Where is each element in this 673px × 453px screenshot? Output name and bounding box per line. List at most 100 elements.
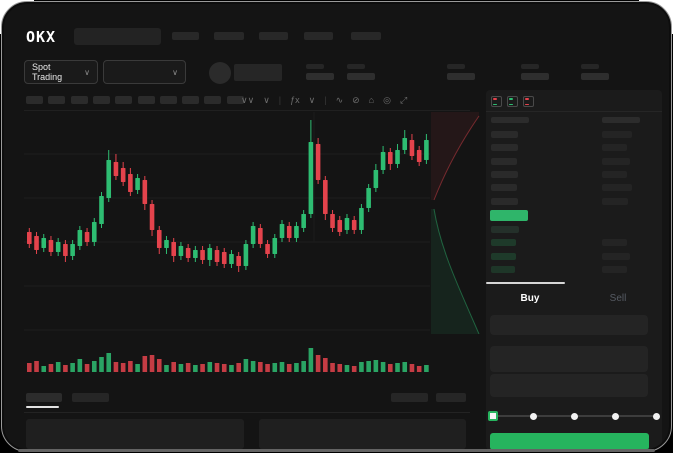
ask-size-placeholder[interactable] <box>602 131 632 138</box>
stat-value-placeholder <box>521 73 549 80</box>
tab-sell[interactable]: Sell <box>609 292 627 304</box>
orderbook-sell-view-icon[interactable] <box>523 96 534 107</box>
slider-stop-dot[interactable] <box>570 413 578 420</box>
divider: | <box>278 95 282 105</box>
stat-value-placeholder <box>306 73 334 80</box>
stat-value-placeholder <box>447 73 475 80</box>
bid-price-placeholder[interactable] <box>491 252 516 260</box>
pair-selector-dropdown[interactable]: ∨ <box>103 60 186 84</box>
timeframe-button[interactable] <box>115 96 133 104</box>
ask-size-placeholder[interactable] <box>602 144 627 152</box>
order-price-input[interactable] <box>490 315 648 335</box>
nav-item-placeholder[interactable] <box>214 32 244 40</box>
depth-chart <box>431 112 480 334</box>
timeframe-button[interactable] <box>182 96 200 104</box>
app-window: OKX Spot Trading ∨ ∨ ∨∨ ∨ | ƒx ∨ | ∿ ⊘ ⌂ ◎ ⤢ Buy S… <box>4 4 669 449</box>
nav-item-placeholder[interactable] <box>172 32 199 40</box>
bid-size-placeholder[interactable] <box>602 239 627 247</box>
chevron-down-icon: ∨ <box>84 67 90 77</box>
bid-size-placeholder[interactable] <box>602 252 630 260</box>
chevron-down-icon[interactable]: ∨ <box>308 94 316 105</box>
bid-price-placeholder[interactable] <box>491 265 515 273</box>
slider-stop-dot[interactable] <box>652 413 660 420</box>
ask-size-placeholder[interactable] <box>602 157 630 165</box>
ask-price-placeholder[interactable] <box>491 170 518 178</box>
ask-price-placeholder[interactable] <box>491 184 517 192</box>
bid-price-placeholder[interactable] <box>491 239 516 247</box>
divider: | <box>324 95 327 105</box>
stat-label-placeholder <box>581 64 599 69</box>
ask-price-placeholder[interactable] <box>491 197 518 205</box>
timeframe-button[interactable] <box>92 96 110 104</box>
slider-stop-dot[interactable] <box>611 413 619 420</box>
timeframe-button[interactable] <box>204 96 222 104</box>
stat-label-placeholder <box>306 64 324 69</box>
chevron-down-icon[interactable]: ∨ <box>263 94 270 105</box>
stat-value-placeholder <box>581 73 609 80</box>
nav-item-placeholder[interactable] <box>259 32 288 40</box>
slider-stop-dot[interactable] <box>529 413 537 420</box>
orderbook-header-placeholder <box>491 117 529 123</box>
order-total-input[interactable] <box>490 374 648 397</box>
orderbook-divider <box>486 111 662 112</box>
bid-size-placeholder[interactable] <box>602 265 627 273</box>
orderbook-header-placeholder <box>602 117 640 123</box>
timeframe-button[interactable] <box>159 96 177 104</box>
coin-avatar <box>209 62 231 84</box>
last-price-badge[interactable] <box>490 210 528 221</box>
bottom-tab[interactable] <box>72 393 109 402</box>
nav-item-placeholder[interactable] <box>351 32 381 40</box>
ask-size-placeholder[interactable] <box>602 170 627 178</box>
bottom-action[interactable] <box>391 393 428 402</box>
stat-value-placeholder <box>347 73 375 80</box>
timeframe-button[interactable] <box>226 96 244 104</box>
market-type-dropdown[interactable]: Spot Trading ∨ <box>24 60 98 84</box>
candlestick-chart[interactable] <box>24 112 430 336</box>
timeframe-button[interactable] <box>48 96 66 104</box>
pair-name-placeholder <box>234 64 282 81</box>
order-amount-input[interactable] <box>490 346 648 372</box>
search-input[interactable] <box>74 28 161 45</box>
timeframe-button[interactable] <box>137 96 155 104</box>
toolbar-divider <box>24 110 470 111</box>
history-panel <box>259 419 466 449</box>
ask-price-placeholder[interactable] <box>491 157 517 165</box>
bottom-tab-active[interactable] <box>26 393 62 402</box>
orderbook-split-view-icon[interactable] <box>491 96 502 107</box>
stat-label-placeholder <box>347 64 365 69</box>
orderbook-buy-view-icon[interactable] <box>507 96 518 107</box>
nav-item-placeholder[interactable] <box>304 32 333 40</box>
tab-buy[interactable]: Buy <box>520 292 540 304</box>
fullscreen-icon[interactable]: ⤢ <box>399 94 408 105</box>
compare-icon[interactable]: ⊘ <box>352 94 360 105</box>
chart-toolbar-icons: ∨∨ ∨ | ƒx ∨ | ∿ ⊘ ⌂ ◎ ⤢ <box>241 92 407 108</box>
stat-label-placeholder <box>521 64 539 69</box>
stat-label-placeholder <box>447 64 465 69</box>
timeframe-button[interactable] <box>70 96 88 104</box>
scrollbar[interactable] <box>486 282 565 284</box>
market-type-label: Spot Trading <box>32 62 63 82</box>
volume-chart <box>27 348 429 372</box>
active-tab-underline <box>26 406 59 408</box>
ask-size-placeholder[interactable] <box>602 184 632 192</box>
trade-tabs: Buy Sell <box>486 288 662 308</box>
line-tools-icon[interactable]: ∿ <box>335 94 344 105</box>
ask-price-placeholder[interactable] <box>491 131 518 138</box>
orderbook-panel: Buy Sell <box>486 90 662 449</box>
chevron-down-icon: ∨ <box>172 67 178 77</box>
bid-price-placeholder[interactable] <box>491 226 519 233</box>
bottom-action[interactable] <box>436 393 466 402</box>
okx-logo: OKX <box>26 28 57 46</box>
buy-submit-button[interactable] <box>490 433 649 449</box>
chart-type-icon[interactable]: ∨∨ <box>241 94 255 105</box>
indicators-icon[interactable]: ƒx <box>290 95 300 105</box>
orders-panel <box>26 419 244 449</box>
snapshot-icon[interactable]: ⌂ <box>368 95 375 105</box>
timeframe-button[interactable] <box>26 96 43 104</box>
bottom-divider <box>24 412 470 413</box>
ask-price-placeholder[interactable] <box>491 144 518 152</box>
settings-icon[interactable]: ◎ <box>383 94 391 105</box>
ask-size-placeholder[interactable] <box>602 197 628 205</box>
amount-slider-handle[interactable] <box>488 411 498 421</box>
